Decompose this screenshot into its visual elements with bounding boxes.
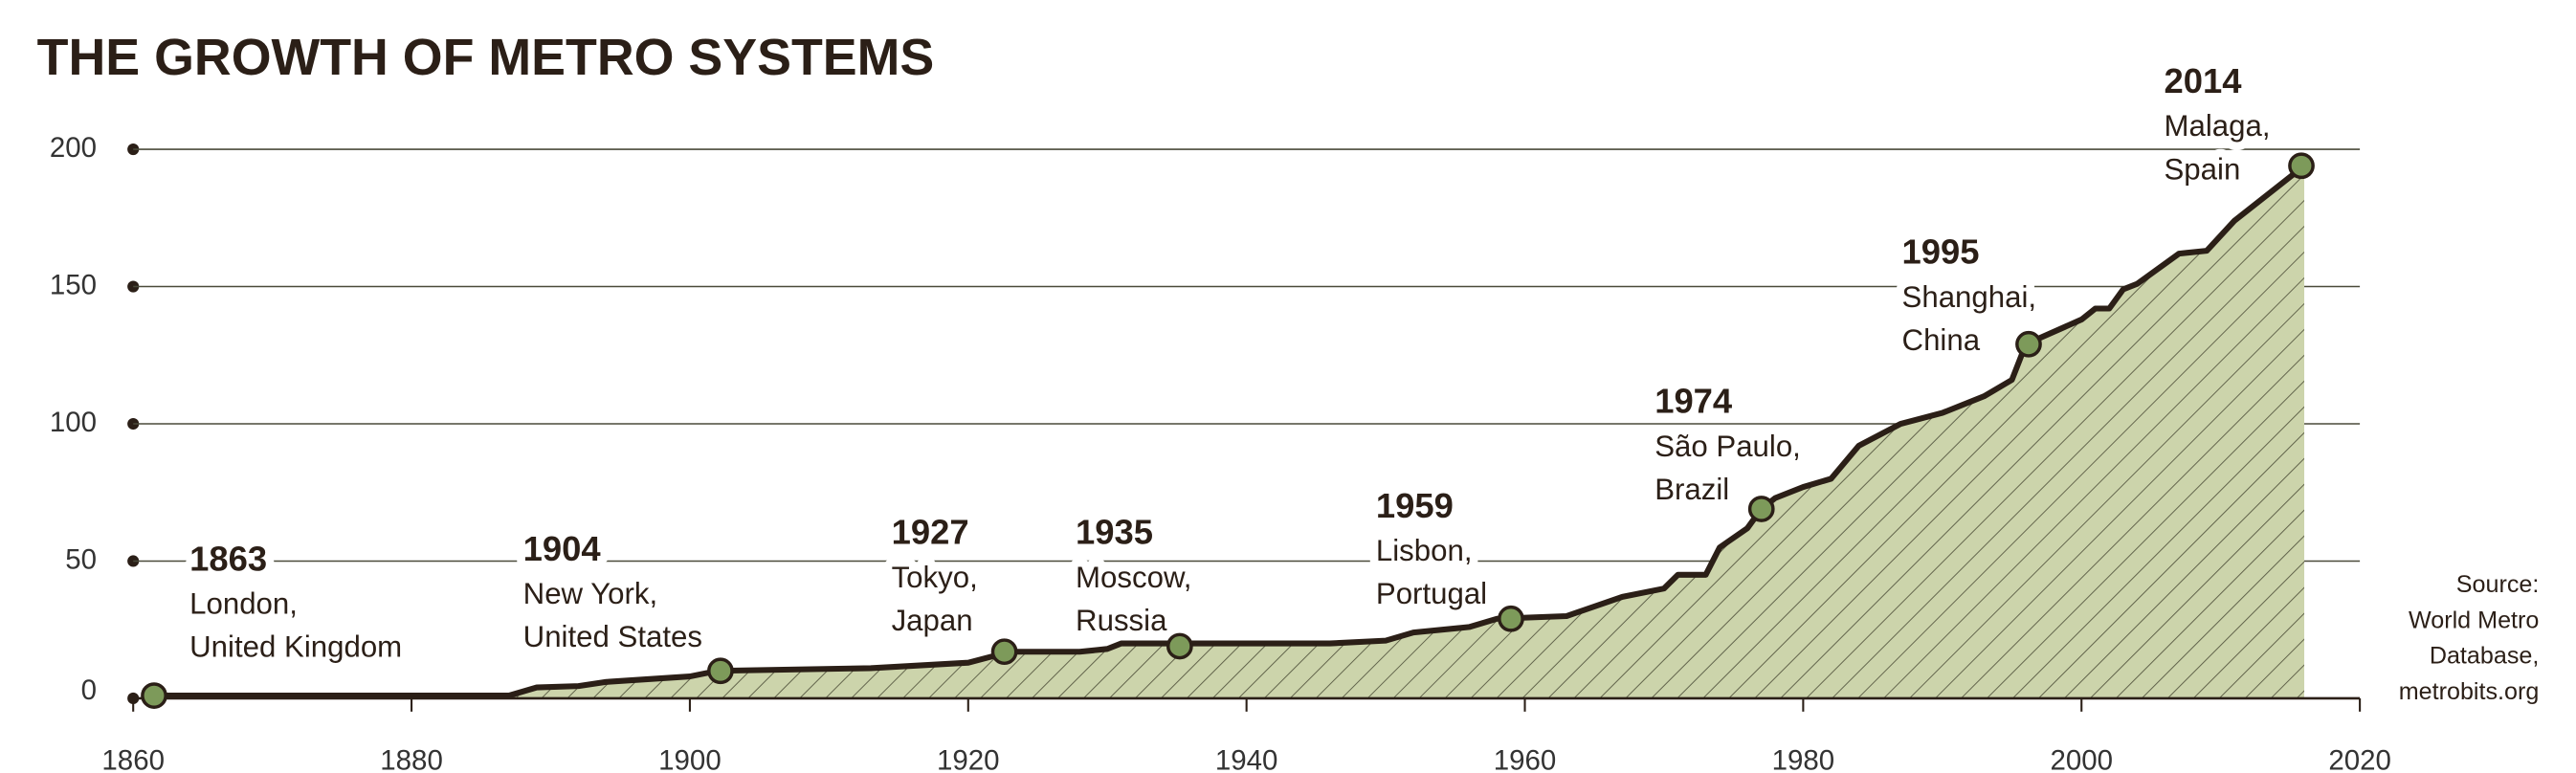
x-tick-label: 2000	[2050, 745, 2113, 773]
milestone-place: Moscow,	[1076, 561, 1191, 594]
milestone-place: Portugal	[1376, 577, 1487, 610]
x-tick-label: 1860	[101, 745, 165, 773]
milestone-year: 1927	[892, 513, 969, 552]
milestone-year: 1974	[1654, 382, 1733, 421]
source-note: World Metro	[2409, 607, 2539, 633]
y-tick-label: 200	[50, 132, 97, 164]
y-tick-label: 150	[50, 269, 97, 300]
milestone-year: 1935	[1076, 513, 1153, 552]
milestone-marker	[2015, 330, 2042, 358]
milestone-place: Lisbon,	[1376, 534, 1473, 567]
source-note: Source:	[2456, 571, 2540, 598]
line	[154, 163, 2306, 699]
x-tick-label: 1980	[1772, 745, 1835, 773]
milestone-place: London,	[189, 587, 298, 621]
milestone-place: Malaga,	[2165, 109, 2271, 143]
milestone-place: United Kingdom	[189, 630, 402, 664]
milestone-place: Shanghai,	[1902, 280, 2037, 314]
milestone-place: Spain	[2165, 152, 2241, 186]
milestone-marker	[1747, 496, 1775, 522]
milestone-marker	[2288, 152, 2315, 180]
y-tick-label: 0	[81, 674, 97, 706]
milestone-place: New York,	[523, 577, 658, 610]
x-tick-label: 1880	[380, 745, 443, 773]
x-tick-label: 2020	[2328, 745, 2391, 773]
milestone-place: Japan	[892, 604, 973, 637]
milestone-year: 2014	[2165, 61, 2243, 100]
milestone-marker	[707, 657, 734, 685]
milestone-year: 1904	[523, 529, 602, 568]
source-note: Database,	[2430, 643, 2540, 670]
milestone-marker	[1498, 605, 1524, 632]
milestone-place: Brazil	[1654, 473, 1729, 506]
milestone-place: Russia	[1076, 604, 1167, 637]
milestone-year: 1995	[1902, 232, 1980, 272]
milestone-place: China	[1902, 323, 1981, 357]
milestone-year: 1863	[189, 539, 267, 578]
y-tick-label: 100	[50, 407, 97, 438]
area	[154, 166, 2305, 698]
x-tick-label: 1940	[1215, 745, 1278, 773]
milestone-year: 1959	[1376, 486, 1454, 525]
milestone-marker	[141, 682, 167, 709]
x-tick-label: 1960	[1494, 745, 1557, 773]
milestone-place: Tokyo,	[892, 561, 978, 594]
x-tick-label: 1920	[937, 745, 1000, 773]
milestone-place: United States	[523, 620, 702, 653]
x-tick-label: 1900	[658, 745, 722, 773]
milestone-marker	[1166, 632, 1193, 660]
milestone-marker	[990, 638, 1018, 666]
source-note: metrobits.org	[2399, 678, 2540, 705]
chart-title: THE GROWTH OF METRO SYSTEMS	[37, 29, 935, 86]
milestone-place: São Paulo,	[1654, 430, 1801, 463]
y-tick-label: 50	[65, 543, 97, 575]
